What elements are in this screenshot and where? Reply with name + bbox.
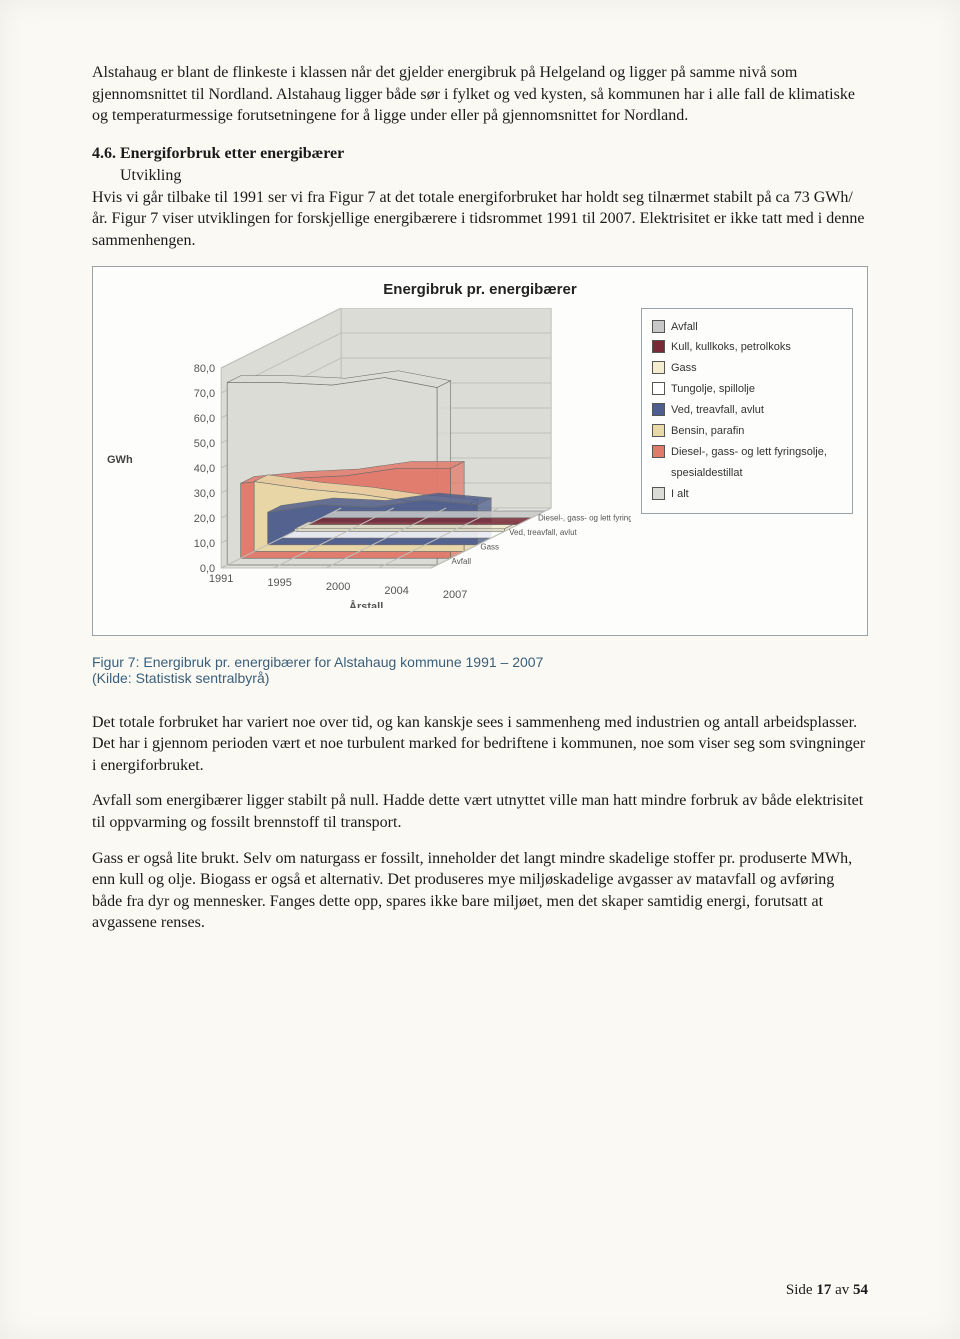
figure-caption: Figur 7: Energibruk pr. energibærer for … <box>92 654 868 686</box>
legend-item: Tungolje, spillolje <box>652 379 842 400</box>
chart-plot: 0,010,020,030,040,050,060,070,080,019911… <box>139 308 631 613</box>
section-subheading: Utvikling <box>120 167 868 185</box>
page-footer: Side 17 av 54 <box>786 1282 868 1299</box>
footer-prefix: Side <box>786 1282 816 1298</box>
legend-swatch <box>652 424 665 437</box>
paragraph-4: Avfall som energibærer ligger stabilt på… <box>92 790 868 833</box>
svg-text:70,0: 70,0 <box>193 388 214 400</box>
legend-swatch <box>652 320 665 333</box>
svg-text:1991: 1991 <box>209 573 233 585</box>
svg-text:Diesel-, gass- og lett fyrings: Diesel-, gass- og lett fyringsolje, spes… <box>538 513 631 522</box>
footer-total-pages: 54 <box>853 1282 868 1298</box>
legend-label: Tungolje, spillolje <box>671 379 755 400</box>
figure-caption-line2: (Kilde: Statistisk sentralbyrå) <box>92 670 868 686</box>
svg-text:Avfall: Avfall <box>451 556 471 565</box>
legend-item: Diesel-, gass- og lett fyringsolje, spes… <box>652 442 842 484</box>
chart-container: Energibruk pr. energibærer GWh 0,010,020… <box>92 266 868 636</box>
legend-label: I alt <box>671 484 689 505</box>
legend-swatch <box>652 382 665 395</box>
footer-page-number: 17 <box>816 1282 831 1298</box>
paragraph-3: Det totale forbruket har variert noe ove… <box>92 712 868 777</box>
chart-svg: 0,010,020,030,040,050,060,070,080,019911… <box>139 308 631 608</box>
y-axis-label: GWh <box>107 454 133 466</box>
paragraph-5: Gass er også lite brukt. Selv om naturga… <box>92 848 868 934</box>
legend-label: Ved, treavfall, avlut <box>671 400 764 421</box>
legend-label: Kull, kullkoks, petrolkoks <box>671 337 791 358</box>
svg-text:Ved, treavfall, avlut: Ved, treavfall, avlut <box>509 528 577 537</box>
svg-text:1995: 1995 <box>267 577 291 589</box>
svg-text:80,0: 80,0 <box>193 363 214 375</box>
legend-swatch <box>652 340 665 353</box>
paragraph-intro: Alstahaug er blant de flinkeste i klasse… <box>92 62 868 127</box>
svg-text:60,0: 60,0 <box>193 413 214 425</box>
footer-mid: av <box>831 1282 853 1298</box>
svg-text:Årstall: Årstall <box>349 600 383 608</box>
legend-swatch <box>652 403 665 416</box>
section-heading: 4.6. Energiforbruk etter energibærer <box>92 145 868 163</box>
svg-text:Gass: Gass <box>480 542 499 551</box>
legend-label: Bensin, parafin <box>671 421 744 442</box>
legend-item: Bensin, parafin <box>652 421 842 442</box>
document-page: Alstahaug er blant de flinkeste i klasse… <box>0 0 960 1339</box>
svg-text:2004: 2004 <box>384 585 408 597</box>
legend-swatch <box>652 487 665 500</box>
legend-item: Avfall <box>652 317 842 338</box>
paragraph-utvikling: Hvis vi går tilbake til 1991 ser vi fra … <box>92 187 868 252</box>
legend-label: Gass <box>671 358 697 379</box>
legend-label: Diesel-, gass- og lett fyringsolje, spes… <box>671 442 842 484</box>
legend-item: I alt <box>652 484 842 505</box>
svg-text:30,0: 30,0 <box>193 488 214 500</box>
svg-text:10,0: 10,0 <box>193 538 214 550</box>
svg-text:2007: 2007 <box>443 589 467 601</box>
svg-text:2000: 2000 <box>326 581 350 593</box>
legend-item: Gass <box>652 358 842 379</box>
legend-swatch <box>652 445 665 458</box>
legend-item: Kull, kullkoks, petrolkoks <box>652 337 842 358</box>
svg-text:20,0: 20,0 <box>193 513 214 525</box>
chart-legend: AvfallKull, kullkoks, petrolkoksGassTung… <box>641 308 853 514</box>
legend-swatch <box>652 361 665 374</box>
chart-title: Energibruk pr. energibærer <box>107 281 853 298</box>
figure-caption-line1: Figur 7: Energibruk pr. energibærer for … <box>92 654 543 670</box>
svg-text:40,0: 40,0 <box>193 463 214 475</box>
legend-item: Ved, treavfall, avlut <box>652 400 842 421</box>
svg-text:50,0: 50,0 <box>193 438 214 450</box>
legend-label: Avfall <box>671 317 698 338</box>
